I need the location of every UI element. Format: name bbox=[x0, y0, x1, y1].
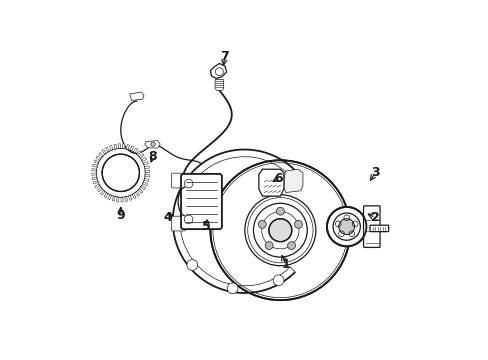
FancyBboxPatch shape bbox=[181, 174, 222, 229]
Circle shape bbox=[151, 142, 155, 146]
Polygon shape bbox=[141, 185, 145, 190]
Polygon shape bbox=[126, 145, 129, 149]
Polygon shape bbox=[95, 184, 100, 188]
Polygon shape bbox=[105, 147, 109, 152]
Polygon shape bbox=[144, 166, 149, 169]
Text: 5: 5 bbox=[202, 220, 211, 233]
Circle shape bbox=[294, 220, 302, 228]
Polygon shape bbox=[141, 158, 146, 162]
Text: 1: 1 bbox=[281, 258, 289, 271]
Polygon shape bbox=[124, 197, 127, 202]
Polygon shape bbox=[144, 175, 149, 177]
Polygon shape bbox=[94, 160, 99, 164]
Text: 6: 6 bbox=[274, 172, 282, 185]
Text: 3: 3 bbox=[370, 166, 379, 179]
Polygon shape bbox=[99, 153, 103, 157]
Circle shape bbox=[227, 283, 238, 294]
Polygon shape bbox=[215, 80, 223, 90]
Circle shape bbox=[268, 219, 291, 242]
Polygon shape bbox=[144, 140, 160, 148]
Polygon shape bbox=[112, 196, 115, 201]
Polygon shape bbox=[104, 193, 108, 198]
Polygon shape bbox=[102, 149, 106, 154]
Polygon shape bbox=[130, 146, 133, 151]
Polygon shape bbox=[133, 148, 137, 153]
Polygon shape bbox=[143, 162, 148, 165]
Circle shape bbox=[91, 143, 150, 202]
Circle shape bbox=[276, 207, 284, 215]
Polygon shape bbox=[92, 177, 97, 180]
Polygon shape bbox=[92, 164, 97, 167]
Polygon shape bbox=[96, 156, 101, 160]
FancyBboxPatch shape bbox=[171, 173, 185, 188]
Circle shape bbox=[338, 219, 354, 234]
Polygon shape bbox=[139, 154, 144, 158]
FancyBboxPatch shape bbox=[369, 225, 388, 231]
Circle shape bbox=[258, 220, 265, 228]
Polygon shape bbox=[284, 169, 303, 193]
Text: 7: 7 bbox=[220, 50, 229, 63]
Polygon shape bbox=[136, 150, 141, 156]
Polygon shape bbox=[144, 179, 149, 181]
Text: 2: 2 bbox=[370, 211, 379, 224]
Polygon shape bbox=[135, 191, 140, 196]
FancyBboxPatch shape bbox=[171, 216, 185, 231]
Polygon shape bbox=[93, 181, 98, 184]
Polygon shape bbox=[92, 168, 97, 171]
Polygon shape bbox=[142, 182, 147, 186]
Polygon shape bbox=[108, 195, 111, 200]
Circle shape bbox=[210, 160, 349, 300]
Polygon shape bbox=[129, 92, 144, 100]
Polygon shape bbox=[116, 197, 119, 202]
Polygon shape bbox=[100, 190, 105, 195]
FancyBboxPatch shape bbox=[363, 206, 379, 247]
Polygon shape bbox=[138, 189, 142, 193]
Polygon shape bbox=[114, 144, 117, 149]
Circle shape bbox=[287, 242, 295, 249]
Polygon shape bbox=[128, 195, 132, 201]
Polygon shape bbox=[210, 63, 226, 78]
Text: 4: 4 bbox=[163, 211, 171, 224]
Polygon shape bbox=[118, 144, 120, 149]
Text: 9: 9 bbox=[116, 210, 125, 222]
Polygon shape bbox=[92, 173, 96, 175]
Polygon shape bbox=[258, 169, 284, 196]
Polygon shape bbox=[121, 197, 123, 202]
Circle shape bbox=[186, 260, 197, 270]
Text: 8: 8 bbox=[148, 150, 157, 163]
Polygon shape bbox=[132, 194, 136, 199]
Circle shape bbox=[273, 275, 284, 285]
Circle shape bbox=[102, 154, 139, 192]
Polygon shape bbox=[145, 170, 149, 172]
Polygon shape bbox=[97, 187, 102, 192]
Polygon shape bbox=[122, 144, 125, 149]
Polygon shape bbox=[109, 145, 113, 150]
Circle shape bbox=[326, 207, 366, 246]
Circle shape bbox=[264, 242, 273, 249]
